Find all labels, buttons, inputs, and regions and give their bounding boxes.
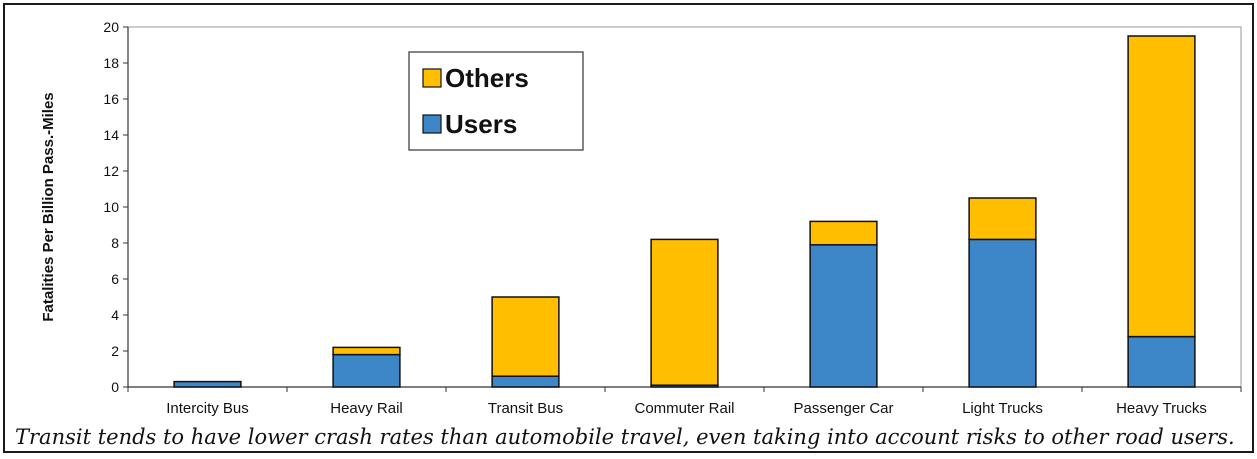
- y-axis-label: Fatalities Per Billion Pass.-Miles: [40, 92, 57, 321]
- figure-caption: Transit tends to have lower crash rates …: [15, 425, 1235, 449]
- bar-users-transit-bus: [491, 375, 560, 388]
- y-tick-label: 8: [111, 235, 119, 251]
- bar-others-heavy-trucks: [1127, 35, 1196, 338]
- bar-others-heavy-rail: [332, 346, 401, 356]
- legend-label-users: Users: [445, 109, 517, 139]
- y-tick-label: 10: [103, 199, 119, 215]
- bar-users-intercity-bus: [173, 380, 242, 388]
- y-tick-label: 0: [111, 379, 119, 395]
- bar-users-passenger-car: [809, 244, 878, 388]
- bar-users-heavy-rail: [332, 353, 401, 388]
- chart-frame: 0 2 4 6 8 10 12 14 16 18 20 Intercity Bus Heavy Rai…: [3, 3, 1254, 453]
- x-category-label: Heavy Rail: [330, 400, 403, 417]
- y-tick-label: 4: [111, 307, 119, 323]
- legend-box: [408, 51, 584, 151]
- bars: [173, 35, 1196, 388]
- x-category-label: Intercity Bus: [166, 400, 249, 417]
- bar-others-transit-bus: [491, 296, 560, 377]
- legend-label-others: Others: [445, 63, 529, 93]
- y-tick-label: 16: [103, 91, 119, 107]
- y-tick-label: 12: [103, 163, 119, 179]
- y-tick-label: 6: [111, 271, 119, 287]
- x-category-label: Heavy Trucks: [1116, 400, 1207, 417]
- legend-swatch-others: [422, 68, 442, 88]
- x-category-label: Commuter Rail: [634, 400, 734, 417]
- bar-users-heavy-trucks: [1127, 335, 1196, 388]
- x-category-label: Passenger Car: [793, 400, 893, 417]
- y-axis: 0 2 4 6 8 10 12 14 16 18 20: [103, 19, 129, 395]
- bar-users-light-trucks: [968, 238, 1037, 388]
- y-tick-label: 20: [103, 19, 119, 35]
- x-category-label: Light Trucks: [962, 400, 1043, 417]
- bar-others-commuter-rail: [650, 238, 719, 386]
- stacked-bar-chart: 0 2 4 6 8 10 12 14 16 18 20 Intercity Bus Heavy Rai…: [40, 19, 1242, 417]
- y-tick-label: 18: [103, 55, 119, 71]
- y-tick-label: 14: [103, 127, 119, 143]
- bar-others-light-trucks: [968, 197, 1037, 241]
- y-tick-label: 2: [111, 343, 119, 359]
- legend-swatch-users: [422, 114, 442, 134]
- legend: Others Users: [408, 51, 584, 151]
- x-category-label: Transit Bus: [488, 400, 563, 417]
- x-axis: Intercity Bus Heavy Rail Transit Bus Commut…: [127, 386, 1242, 417]
- bar-others-passenger-car: [809, 220, 878, 246]
